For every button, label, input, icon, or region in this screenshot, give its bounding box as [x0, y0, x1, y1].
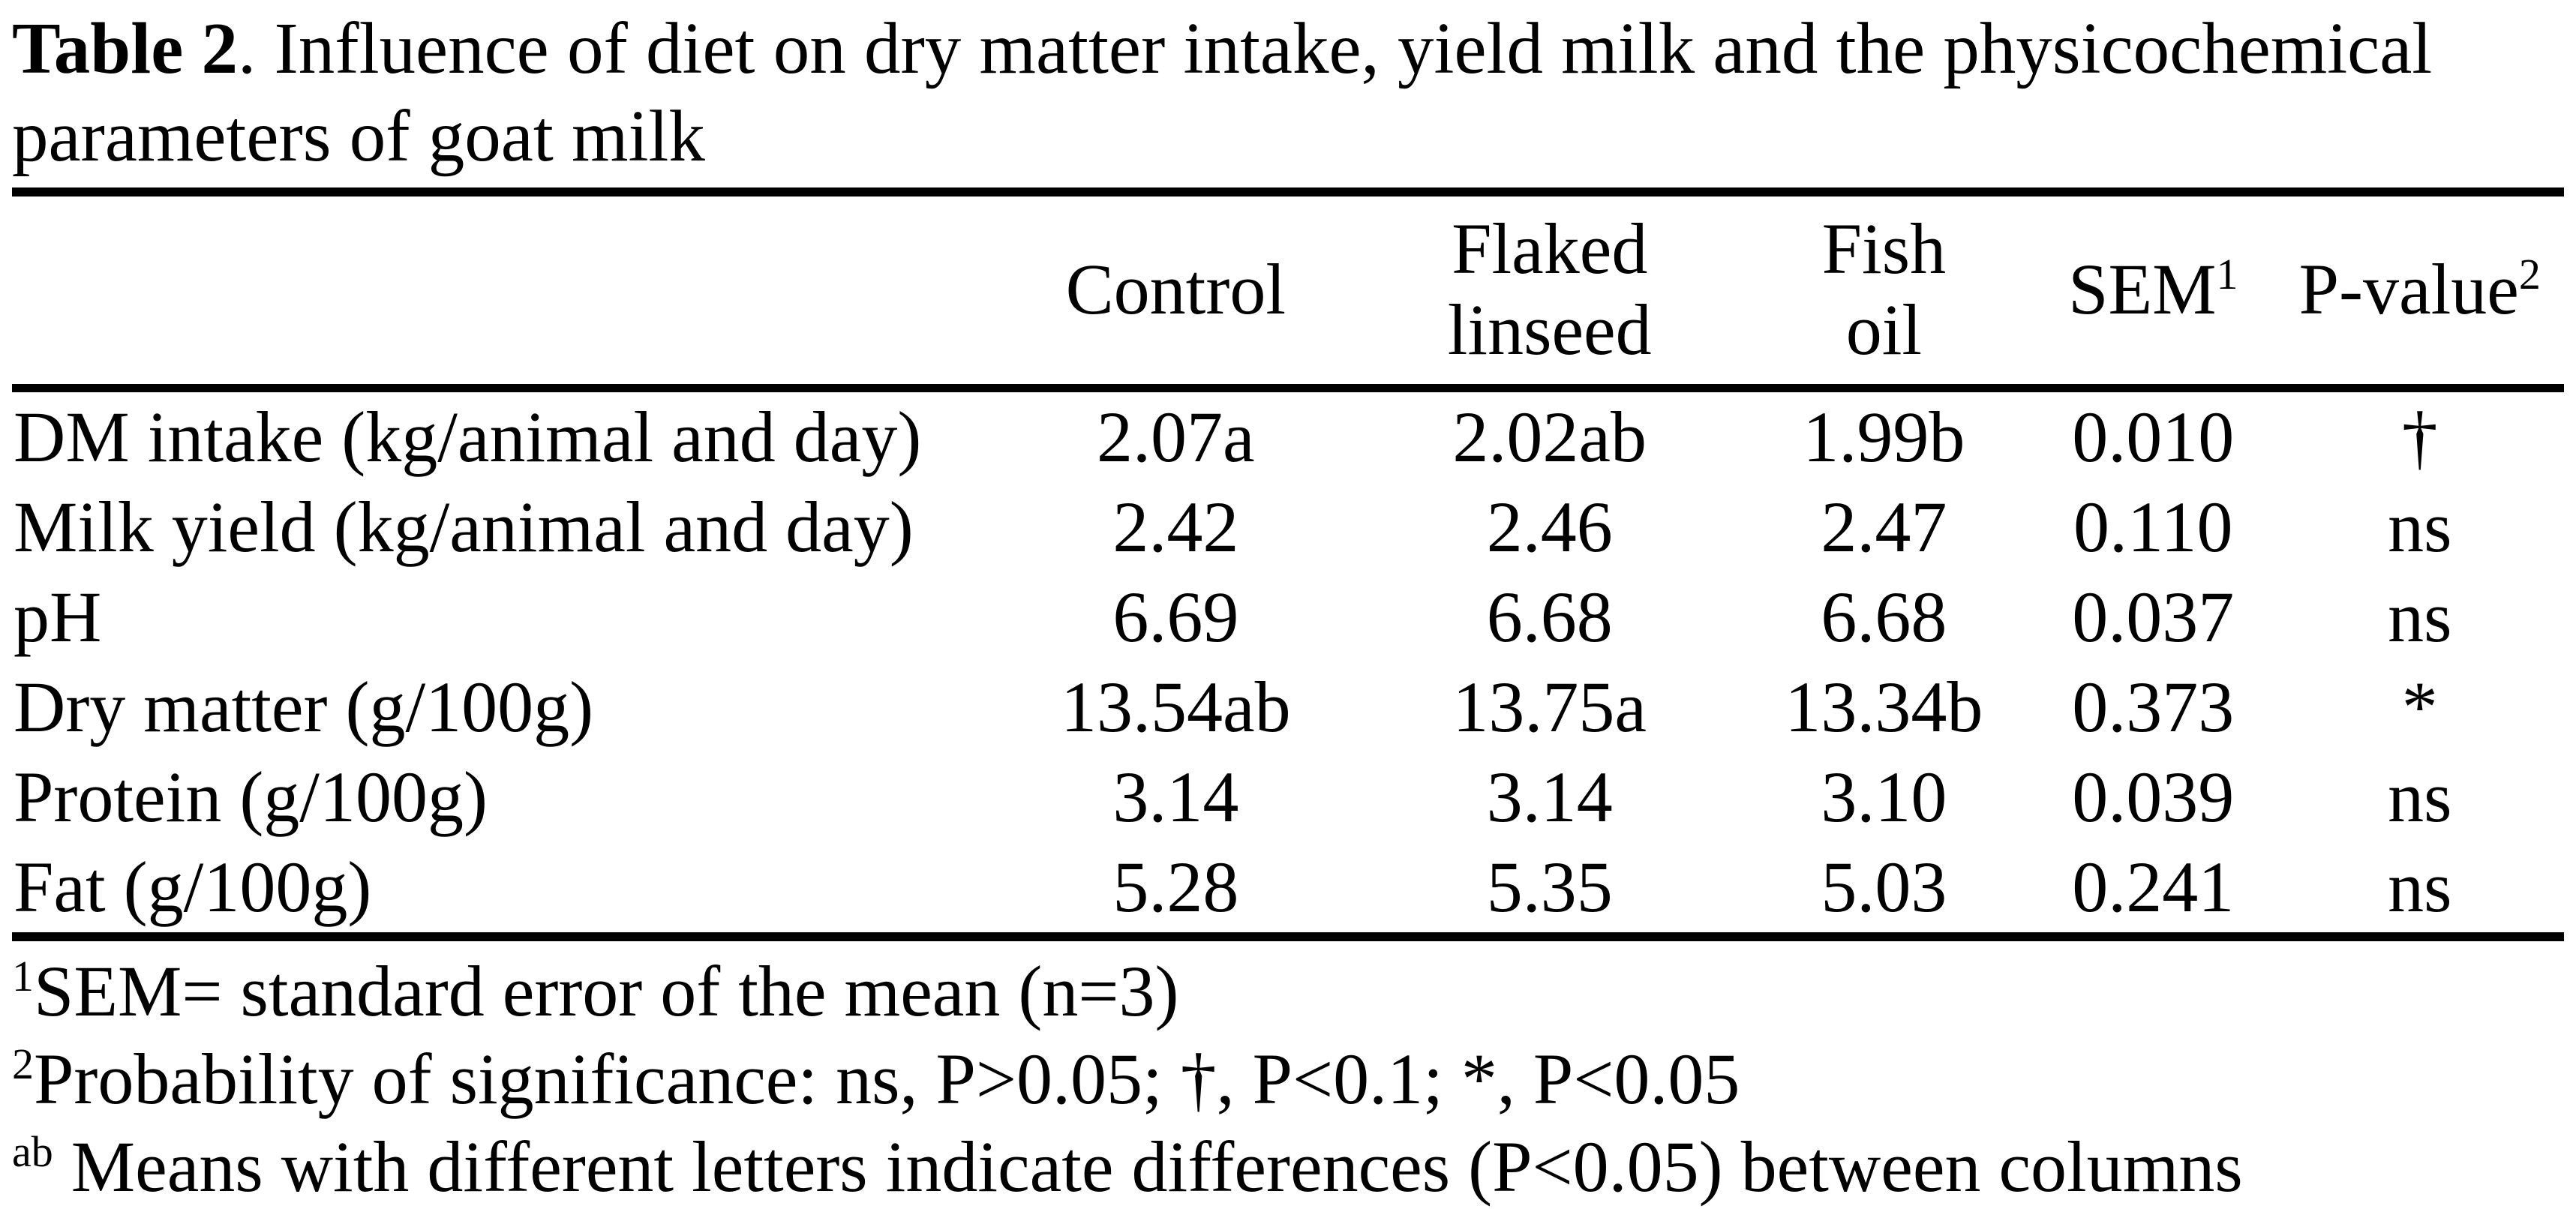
- cell-sem: 0.037: [2072, 577, 2235, 657]
- header-sem: SEM1: [2031, 192, 2276, 388]
- cell-sem: 0.039: [2072, 757, 2235, 837]
- cell-fish-oil: 5.03: [1821, 847, 1947, 927]
- cell-pvalue: †: [2401, 397, 2438, 477]
- results-table: Control Flaked linseed Fish oil SEM1 P-val…: [12, 188, 2564, 941]
- header-flaked-line2: linseed: [1447, 290, 1652, 370]
- row-label-dry-matter: Dry matter (g/100g): [14, 667, 594, 747]
- cell-flaked-linseed: 13.75a: [1452, 667, 1647, 747]
- table-row: Protein (g/100g) 3.14 3.14 3.10 0.039 ns: [12, 752, 2564, 842]
- footnote-significance-text: Probability of significance: ns, P>0.05;…: [34, 1039, 1740, 1119]
- cell-fish-oil: 1.99b: [1803, 397, 1965, 477]
- table-row: pH 6.69 6.68 6.68 0.037 ns: [12, 572, 2564, 662]
- cell-fish-oil: 2.47: [1821, 487, 1947, 567]
- header-sem-text: SEM: [2068, 249, 2217, 329]
- header-flaked-line1: Flaked: [1452, 208, 1648, 289]
- cell-pvalue: ns: [2388, 487, 2452, 567]
- cell-flaked-linseed: 3.14: [1486, 757, 1613, 837]
- row-label-dm-intake: DM intake (kg/animal and day): [14, 397, 922, 477]
- cell-control: 3.14: [1112, 757, 1239, 837]
- cell-pvalue: ns: [2388, 847, 2452, 927]
- cell-flaked-linseed: 2.46: [1486, 487, 1613, 567]
- footnote-sem: 1SEM= standard error of the mean (n=3): [12, 947, 2564, 1035]
- row-label-ph: pH: [14, 577, 102, 657]
- header-pvalue: P-value2: [2276, 192, 2564, 388]
- cell-flaked-linseed: 5.35: [1486, 847, 1613, 927]
- cell-sem: 0.373: [2072, 667, 2235, 747]
- cell-pvalue: *: [2401, 667, 2438, 747]
- table-row: Dry matter (g/100g) 13.54ab 13.75a 13.34…: [12, 662, 2564, 752]
- header-flaked-linseed: Flaked linseed: [1362, 192, 1737, 388]
- header-control: Control: [1065, 249, 1286, 329]
- table-header-row: Control Flaked linseed Fish oil SEM1 P-val…: [12, 192, 2564, 388]
- header-sem-superscript: 1: [2216, 250, 2238, 298]
- cell-fish-oil: 13.34b: [1785, 667, 1983, 747]
- table-row: Milk yield (kg/animal and day) 2.42 2.46…: [12, 482, 2564, 572]
- footnote-sem-superscript: 1: [12, 952, 34, 1000]
- footnote-letters-text: Means with different letters indicate di…: [53, 1126, 2243, 1207]
- header-pvalue-superscript: 2: [2518, 250, 2541, 298]
- footnote-significance-superscript: 2: [12, 1040, 34, 1088]
- row-label-protein: Protein (g/100g): [14, 757, 488, 837]
- cell-control: 2.42: [1112, 487, 1239, 567]
- row-label-milk-yield: Milk yield (kg/animal and day): [14, 487, 914, 567]
- cell-control: 2.07a: [1097, 397, 1255, 477]
- header-empty-cell: [12, 192, 989, 388]
- cell-fish-oil: 3.10: [1821, 757, 1947, 837]
- cell-sem: 0.010: [2072, 397, 2235, 477]
- cell-flaked-linseed: 2.02ab: [1452, 397, 1647, 477]
- table-caption-text: . Influence of diet on dry matter intake…: [12, 8, 2433, 176]
- header-fish-line2: oil: [1845, 290, 1923, 370]
- cell-control: 13.54ab: [1061, 667, 1291, 747]
- cell-pvalue: ns: [2388, 757, 2452, 837]
- cell-control: 5.28: [1112, 847, 1239, 927]
- cell-flaked-linseed: 6.68: [1486, 577, 1613, 657]
- footnote-letters: ab Means with different letters indicate…: [12, 1123, 2564, 1209]
- cell-sem: 0.110: [2073, 487, 2233, 567]
- table-row: Fat (g/100g) 5.28 5.35 5.03 0.241 ns: [12, 842, 2564, 937]
- table-footnotes: 1SEM= standard error of the mean (n=3) 2…: [12, 947, 2564, 1209]
- header-pvalue-text: P-value: [2298, 249, 2519, 329]
- table-caption: Table 2. Influence of diet on dry matter…: [12, 4, 2562, 180]
- table-caption-number: Table 2: [12, 8, 238, 88]
- table-row: DM intake (kg/animal and day) 2.07a 2.02…: [12, 388, 2564, 483]
- footnote-sem-text: SEM= standard error of the mean (n=3): [34, 951, 1179, 1031]
- cell-pvalue: ns: [2388, 577, 2452, 657]
- header-fish-oil: Fish oil: [1737, 192, 2031, 388]
- header-fish-line1: Fish: [1821, 208, 1947, 289]
- cell-control: 6.69: [1112, 577, 1239, 657]
- footnote-letters-superscript: ab: [12, 1127, 53, 1176]
- cell-fish-oil: 6.68: [1821, 577, 1947, 657]
- row-label-fat: Fat (g/100g): [14, 847, 372, 927]
- cell-sem: 0.241: [2072, 847, 2235, 927]
- footnote-significance: 2Probability of significance: ns, P>0.05…: [12, 1035, 2564, 1123]
